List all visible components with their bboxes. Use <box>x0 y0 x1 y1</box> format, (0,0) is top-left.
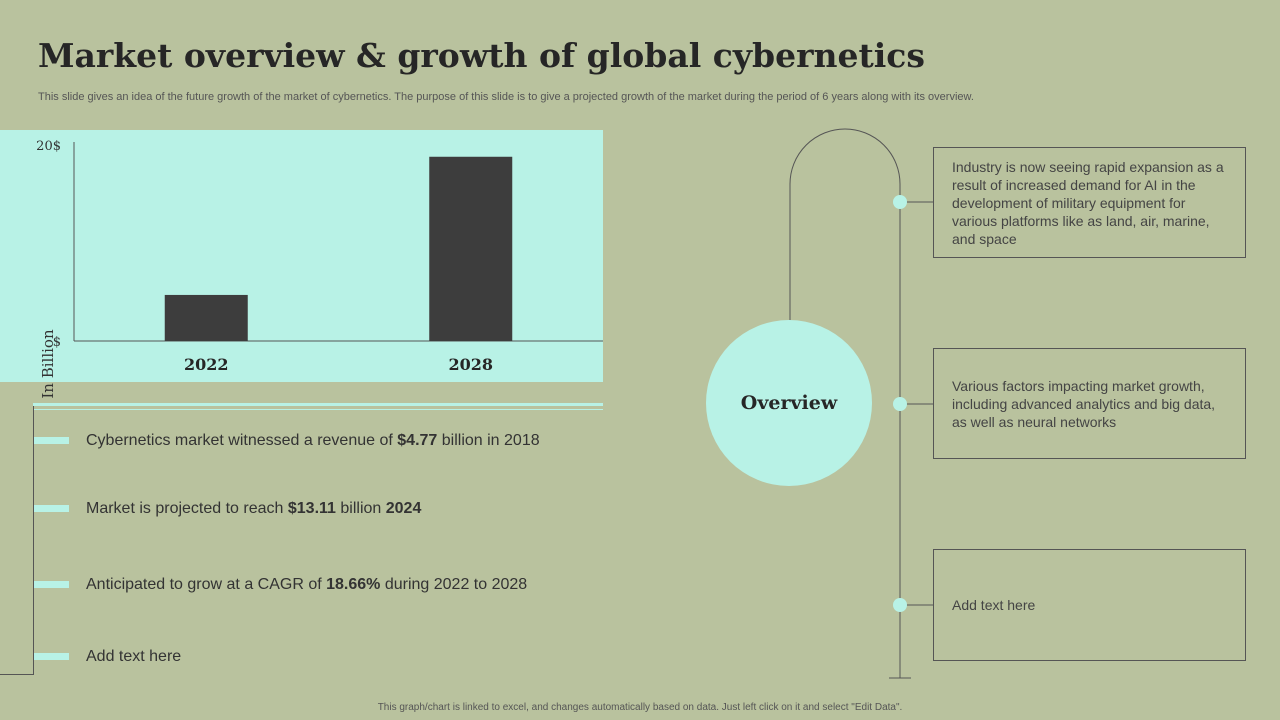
overview-box-add-text: Add text here <box>933 549 1246 661</box>
chart-canvas: $20$ 2022 2028 <box>36 139 603 374</box>
bullet-marker <box>34 437 69 444</box>
bullet-marker <box>34 505 69 512</box>
bullet-revenue-2018: Cybernetics market witnessed a revenue o… <box>86 432 540 449</box>
overview-box-industry: Industry is now seeing rapid expansion a… <box>933 147 1246 258</box>
bullets-divider <box>33 403 603 406</box>
page-title: Market overview & growth of global cyber… <box>38 36 925 75</box>
bullets-connector-foot <box>0 674 34 675</box>
timeline-dot <box>893 598 907 612</box>
overview-text: Industry is now seeing rapid expansion a… <box>952 158 1224 247</box>
timeline-dot <box>893 397 907 411</box>
page-subtitle: This slide gives an idea of the future g… <box>38 91 974 103</box>
overview-box-factors: Various factors impacting market growth,… <box>933 348 1246 459</box>
bullet-marker <box>34 581 69 588</box>
bullets-connector-line <box>33 406 34 674</box>
overview-circle: Overview <box>706 320 872 486</box>
bullet-add-text: Add text here <box>86 648 182 665</box>
x-tick-label: 2028 <box>448 355 493 374</box>
bullet-cagr: Anticipated to grow at a CAGR of 18.66% … <box>86 576 528 593</box>
overview-label: Overview <box>740 392 838 414</box>
overview-text: Add text here <box>952 597 1036 613</box>
y-tick-label: 20$ <box>36 139 61 154</box>
bullet-projection-2024: Market is projected to reach $13.11 bill… <box>86 500 422 517</box>
bullet-marker <box>34 653 69 660</box>
revenue-bar-chart[interactable]: $20$ 2022 2028 In Billion <box>0 130 603 399</box>
bar-2022[interactable] <box>164 294 248 341</box>
timeline-dot <box>893 195 907 209</box>
y-tick-label: $ <box>53 335 61 350</box>
overview-text: Various factors impacting market growth,… <box>952 377 1216 430</box>
footer-note: This graph/chart is linked to excel, and… <box>377 702 903 713</box>
x-tick-label: 2022 <box>184 355 229 374</box>
bar-2028[interactable] <box>429 156 513 341</box>
bullets-divider-thin <box>33 409 603 410</box>
